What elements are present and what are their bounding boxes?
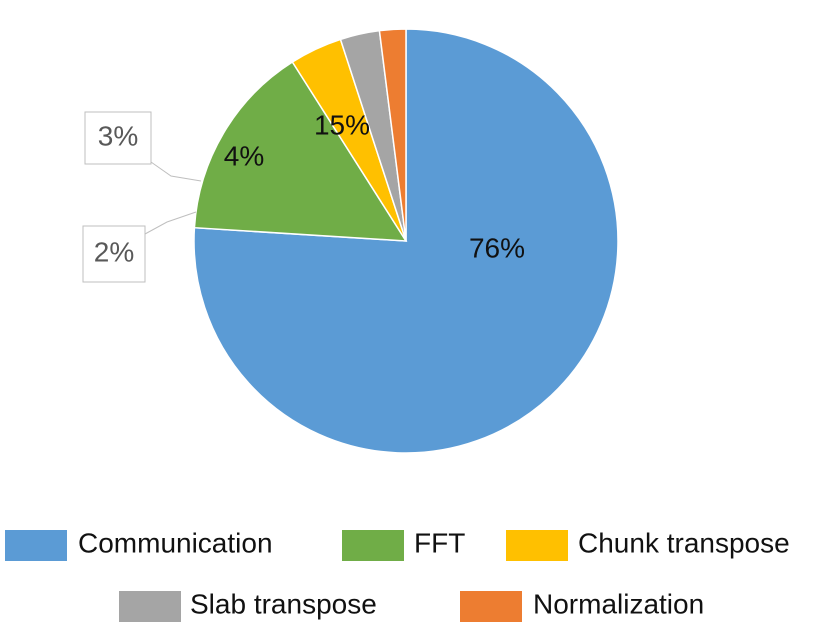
legend-label-normalization: Normalization: [533, 588, 704, 619]
legend-swatch-communication: [5, 530, 67, 561]
pie-slice-fft: [193, 60, 408, 242]
legend-item-fft: FFT: [342, 527, 465, 561]
data-label-chunk-transpose: 4%: [224, 140, 264, 171]
legend-item-normalization: Normalization: [460, 588, 704, 622]
legend-label-slab-transpose: Slab transpose: [190, 588, 377, 619]
legend-item-slab-transpose: Slab transpose: [119, 588, 377, 622]
pie-slices: [193, 28, 619, 454]
legend-label-fft: FFT: [414, 527, 465, 558]
data-label-communication: 76%: [469, 232, 525, 263]
leader-line-slab-transpose: [150, 161, 202, 182]
legend-swatch-chunk-transpose: [506, 530, 568, 561]
legend-label-communication: Communication: [78, 527, 273, 558]
leader-lines: [144, 161, 202, 235]
data-label-slab-transpose: 3%: [98, 120, 138, 151]
legend-swatch-normalization: [460, 591, 522, 622]
legend-swatch-fft: [342, 530, 404, 561]
pie-slice-normalization: [378, 28, 407, 242]
legend: Communication FFT Chunk transpose Slab tran…: [5, 527, 790, 622]
data-label-fft: 15%: [314, 109, 370, 140]
legend-swatch-slab-transpose: [119, 591, 181, 622]
callout-box-slab-transpose: [84, 111, 152, 165]
data-label-normalization: 2%: [94, 236, 134, 267]
legend-label-chunk-transpose: Chunk transpose: [578, 527, 790, 558]
legend-item-chunk-transpose: Chunk transpose: [506, 527, 790, 561]
leader-line-normalization: [144, 211, 197, 235]
data-labels: 76% 15% 4% 3% 2%: [82, 109, 525, 283]
legend-item-communication: Communication: [5, 527, 273, 561]
callout-box-normalization: [82, 225, 146, 283]
pie-slice-communication: [193, 28, 619, 454]
